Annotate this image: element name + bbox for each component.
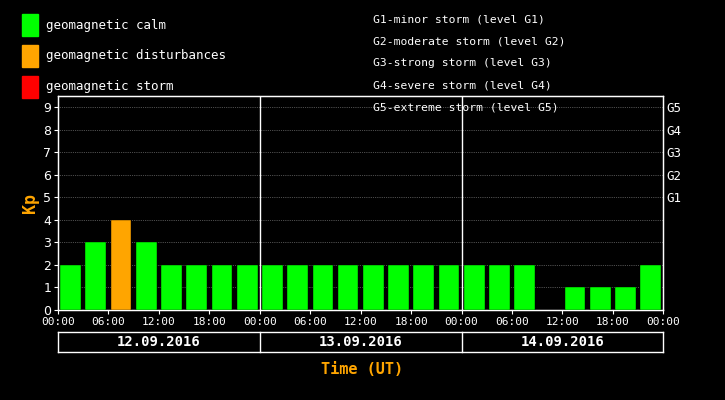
Bar xyxy=(388,265,409,310)
Bar xyxy=(640,265,661,310)
Bar xyxy=(161,265,182,310)
Text: G1-minor storm (level G1): G1-minor storm (level G1) xyxy=(373,14,545,24)
Bar xyxy=(111,220,131,310)
Text: geomagnetic storm: geomagnetic storm xyxy=(46,80,174,93)
Bar xyxy=(439,265,460,310)
Bar xyxy=(136,242,157,310)
Bar xyxy=(338,265,358,310)
Y-axis label: Kp: Kp xyxy=(21,193,39,213)
Bar xyxy=(666,265,687,310)
Bar xyxy=(86,242,106,310)
Bar xyxy=(312,265,334,310)
Bar xyxy=(287,265,308,310)
Bar xyxy=(514,265,535,310)
Bar xyxy=(186,265,207,310)
Bar xyxy=(590,288,610,310)
Bar xyxy=(60,265,81,310)
Text: 12.09.2016: 12.09.2016 xyxy=(117,335,201,349)
Text: G3-strong storm (level G3): G3-strong storm (level G3) xyxy=(373,58,552,68)
Bar xyxy=(616,288,636,310)
Bar xyxy=(262,265,283,310)
Bar xyxy=(363,265,384,310)
Text: 13.09.2016: 13.09.2016 xyxy=(319,335,402,349)
Text: Time (UT): Time (UT) xyxy=(321,362,404,378)
Bar xyxy=(489,265,510,310)
Text: geomagnetic calm: geomagnetic calm xyxy=(46,18,167,32)
Text: geomagnetic disturbances: geomagnetic disturbances xyxy=(46,49,226,62)
Bar xyxy=(464,265,484,310)
Text: G4-severe storm (level G4): G4-severe storm (level G4) xyxy=(373,80,552,90)
Bar xyxy=(212,265,232,310)
Bar xyxy=(237,265,257,310)
Text: G5-extreme storm (level G5): G5-extreme storm (level G5) xyxy=(373,102,559,112)
Text: G2-moderate storm (level G2): G2-moderate storm (level G2) xyxy=(373,36,566,46)
Bar xyxy=(565,288,585,310)
Text: 14.09.2016: 14.09.2016 xyxy=(521,335,605,349)
Bar xyxy=(413,265,434,310)
